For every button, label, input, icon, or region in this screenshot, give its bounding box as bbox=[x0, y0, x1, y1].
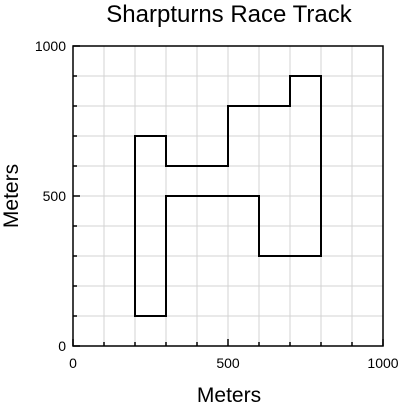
plot-frame bbox=[72, 45, 384, 347]
y-tick-label: 500 bbox=[43, 188, 67, 204]
chart-title: Sharpturns Race Track bbox=[106, 1, 352, 28]
tick-labels: 00 500 500 1000 1000 bbox=[35, 38, 399, 371]
y-tick-label: 0 bbox=[58, 338, 66, 354]
x-tick-label: 500 bbox=[216, 355, 240, 371]
y-tick-label: 1000 bbox=[35, 38, 66, 54]
x-tick-label: 1000 bbox=[367, 355, 398, 371]
y-axis-label: Meters bbox=[0, 164, 23, 228]
track-outline bbox=[134, 75, 322, 317]
x-tick-label: 0 bbox=[69, 355, 77, 371]
x-axis-label: Meters bbox=[197, 384, 261, 405]
